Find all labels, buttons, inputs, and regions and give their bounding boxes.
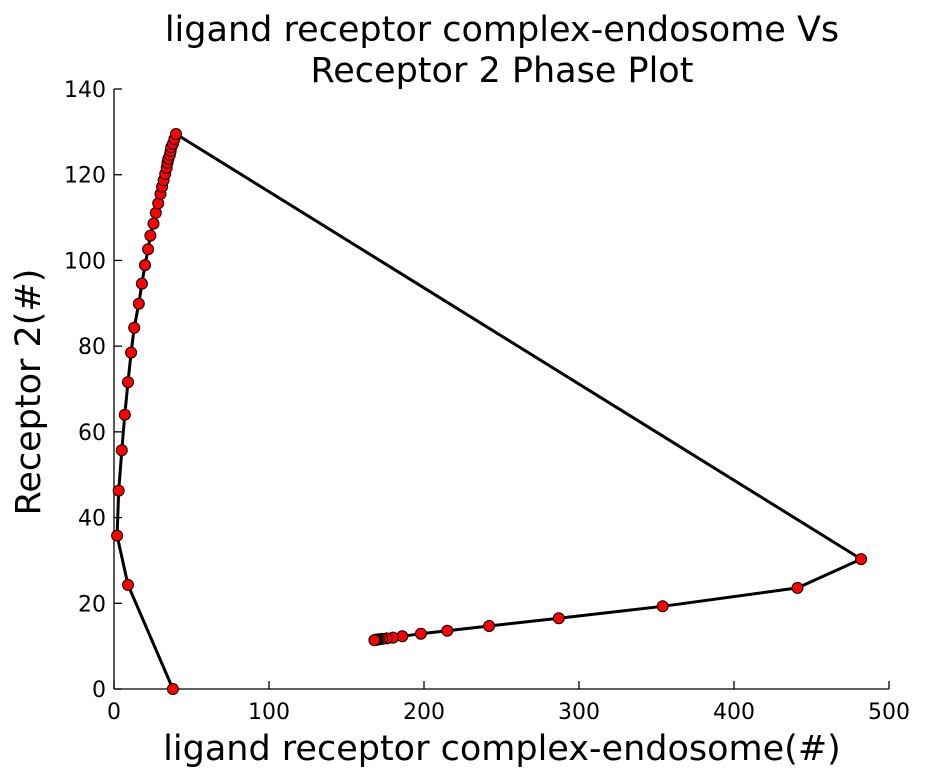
data-point [166, 683, 179, 695]
x-tick-label: 500 [868, 700, 910, 725]
y-axis-label: Receptor 2(#) [9, 269, 49, 516]
y-tick-label: 120 [64, 164, 106, 189]
x-tick-group: 0 100 200 300 400 500 [107, 681, 910, 725]
data-point [855, 553, 868, 566]
data-point [142, 243, 155, 256]
data-point [122, 578, 134, 591]
y-tick-label: 0 [92, 678, 106, 703]
data-point [656, 600, 669, 613]
data-point [132, 297, 145, 310]
y-tick-label: 80 [78, 335, 106, 360]
y-tick-label: 40 [78, 507, 106, 532]
data-point [122, 376, 134, 389]
data-point [118, 408, 131, 421]
data-point [170, 128, 182, 140]
y-tick-label: 60 [78, 421, 106, 446]
x-tick-label: 300 [558, 700, 600, 725]
data-point [144, 229, 157, 242]
y-tick-label: 140 [64, 78, 106, 103]
data-point [414, 627, 427, 640]
data-point [791, 581, 804, 594]
data-point [139, 259, 151, 272]
y-tick-label: 100 [64, 249, 106, 274]
data-point [115, 444, 128, 457]
data-point [147, 217, 160, 230]
x-tick-label: 200 [403, 700, 445, 725]
y-tick-label: 20 [78, 592, 106, 617]
data-point [135, 277, 148, 290]
chart-title-line-2: Receptor 2 Phase Plot [311, 51, 694, 91]
marker-group [111, 128, 868, 695]
data-point [483, 620, 496, 632]
data-point [128, 321, 141, 334]
x-tick-label: 100 [248, 700, 290, 725]
data-point [552, 612, 565, 625]
data-point [368, 634, 381, 647]
data-point [111, 529, 124, 542]
x-tick-label: 0 [107, 700, 121, 725]
data-point [125, 346, 138, 359]
data-point [441, 624, 454, 637]
chart-title-line-1: ligand receptor complex-endosome Vs [165, 10, 839, 50]
series-line [115, 132, 863, 690]
x-tick-label: 400 [713, 700, 755, 725]
x-axis-label: ligand receptor complex-endosome(#) [163, 729, 841, 769]
y-tick-group: 0 20 40 60 80 100 120 140 [64, 78, 122, 703]
data-point [112, 484, 125, 497]
